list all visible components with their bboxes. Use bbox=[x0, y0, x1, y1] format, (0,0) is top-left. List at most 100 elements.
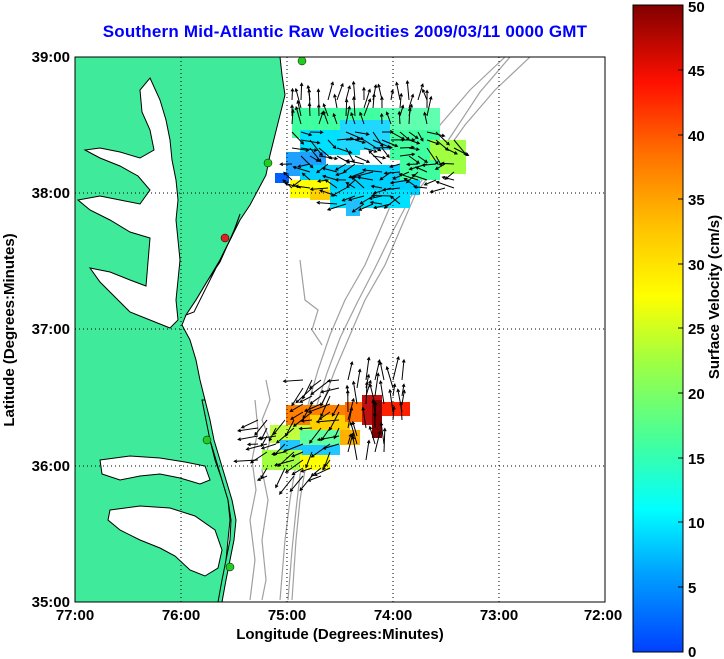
velocity-arrow bbox=[283, 171, 293, 181]
x-tick-label: 74:00 bbox=[374, 607, 412, 624]
y-tick-label: 36:00 bbox=[32, 458, 70, 475]
velocity-arrow bbox=[313, 467, 331, 477]
velocity-arrow bbox=[315, 419, 340, 424]
velocity-arrow bbox=[309, 139, 323, 157]
velocity-arrow bbox=[246, 442, 259, 447]
velocity-arrow bbox=[299, 395, 313, 403]
velocity-arrow bbox=[363, 147, 378, 153]
velocity-arrow bbox=[307, 403, 331, 413]
velocity-arrow bbox=[294, 184, 311, 189]
velocity-arrow bbox=[426, 95, 433, 117]
velocity-arrow bbox=[309, 427, 322, 444]
colorbar-tick-label: 40 bbox=[688, 128, 705, 145]
y-tick-label: 38:00 bbox=[32, 185, 70, 202]
velocity-arrow bbox=[359, 111, 365, 125]
x-tick-label: 72:00 bbox=[584, 607, 622, 624]
velocity-arrow bbox=[417, 83, 424, 101]
velocity-arrow bbox=[274, 459, 295, 467]
velocity-arrow bbox=[254, 419, 268, 436]
velocity-arrow bbox=[309, 187, 329, 192]
velocity-arrow bbox=[350, 112, 356, 125]
velocity-arrow bbox=[240, 419, 259, 429]
velocity-arrow bbox=[327, 139, 337, 150]
velocity-arrow bbox=[345, 131, 365, 141]
velocity-arrow bbox=[385, 111, 392, 125]
velocity-arrow bbox=[429, 187, 446, 194]
velocity-arrow bbox=[407, 107, 412, 125]
velocity-arrow bbox=[401, 389, 406, 405]
velocity-arrow bbox=[383, 195, 401, 209]
velocity-arrow bbox=[378, 360, 385, 381]
velocity-arrow bbox=[347, 406, 354, 429]
velocity-arrow bbox=[373, 203, 392, 210]
velocity-arrow bbox=[307, 475, 322, 482]
velocity-arrow bbox=[408, 139, 421, 145]
velocity-arrow bbox=[397, 110, 402, 125]
velocity-arrow bbox=[426, 147, 439, 166]
velocity-arrow bbox=[332, 112, 338, 125]
velocity-arrow bbox=[371, 399, 376, 413]
velocity-arrow bbox=[392, 383, 397, 397]
colorbar-ticks bbox=[678, 69, 683, 588]
station-marker bbox=[225, 562, 235, 572]
velocity-arrow bbox=[345, 389, 350, 413]
x-tick-label: 77:00 bbox=[56, 607, 94, 624]
velocity-arrow bbox=[284, 459, 304, 473]
velocity-arrow bbox=[379, 421, 385, 445]
velocity-arrow bbox=[279, 162, 293, 167]
colorbar-tick-label: 50 bbox=[688, 0, 705, 16]
velocity-arrow bbox=[361, 406, 367, 429]
velocity-arrow bbox=[310, 467, 322, 477]
velocity-arrow bbox=[395, 81, 401, 101]
velocity-arrow bbox=[440, 161, 455, 166]
velocity-arrow bbox=[256, 475, 268, 481]
velocity-arrow bbox=[354, 131, 370, 136]
velocity-arrow bbox=[417, 155, 429, 163]
velocity-arrow bbox=[345, 181, 356, 189]
velocity-arrow bbox=[369, 200, 383, 205]
velocity-arrow bbox=[368, 425, 376, 445]
velocity-arrow bbox=[292, 165, 311, 173]
velocity-field-south bbox=[262, 395, 410, 470]
velocity-arrow bbox=[383, 171, 401, 176]
velocity-arrow bbox=[291, 467, 304, 476]
pamlico-sound bbox=[107, 505, 223, 577]
velocity-arrow bbox=[444, 147, 458, 155]
velocity-arrow bbox=[408, 131, 419, 140]
velocity-arrow bbox=[354, 155, 371, 164]
velocity-arrow bbox=[345, 179, 356, 189]
velocity-arrow bbox=[294, 105, 302, 125]
velocity-arrow bbox=[290, 108, 295, 125]
colorbar-tick-label: 5 bbox=[688, 580, 696, 597]
velocity-arrow bbox=[316, 435, 340, 442]
velocity-arrow bbox=[316, 103, 321, 117]
x-axis-label: Longitude (Degrees:Minutes) bbox=[236, 626, 444, 643]
velocity-arrow bbox=[345, 137, 361, 142]
velocity-arrow bbox=[326, 203, 347, 211]
velocity-arrow bbox=[260, 443, 277, 450]
velocity-arrow bbox=[352, 96, 356, 117]
velocity-arrow bbox=[426, 139, 440, 146]
velocity-arrow bbox=[352, 171, 374, 179]
velocity-arrow bbox=[237, 435, 259, 442]
velocity-arrow bbox=[356, 368, 362, 389]
velocity-arrow bbox=[275, 467, 286, 489]
velocity-arrow bbox=[291, 387, 304, 407]
velocity-arrow bbox=[291, 451, 304, 458]
velocity-arrow bbox=[282, 443, 304, 453]
velocity-arrow bbox=[345, 105, 351, 125]
colorbar-tick-label: 30 bbox=[688, 257, 705, 274]
velocity-arrow bbox=[300, 131, 313, 137]
velocity-arrow bbox=[345, 85, 351, 101]
velocity-arrow bbox=[322, 443, 340, 450]
colorbar-tick-label: 25 bbox=[688, 321, 705, 338]
velocity-arrow bbox=[389, 179, 410, 185]
velocity-arrow bbox=[414, 166, 428, 173]
velocity-arrow bbox=[347, 360, 354, 381]
grid-lines bbox=[75, 57, 605, 602]
velocity-arrow bbox=[358, 203, 374, 211]
velocity-arrow bbox=[334, 163, 347, 171]
plot-frame bbox=[74, 56, 606, 603]
station-marker bbox=[263, 158, 273, 168]
velocity-arrow bbox=[271, 451, 286, 456]
